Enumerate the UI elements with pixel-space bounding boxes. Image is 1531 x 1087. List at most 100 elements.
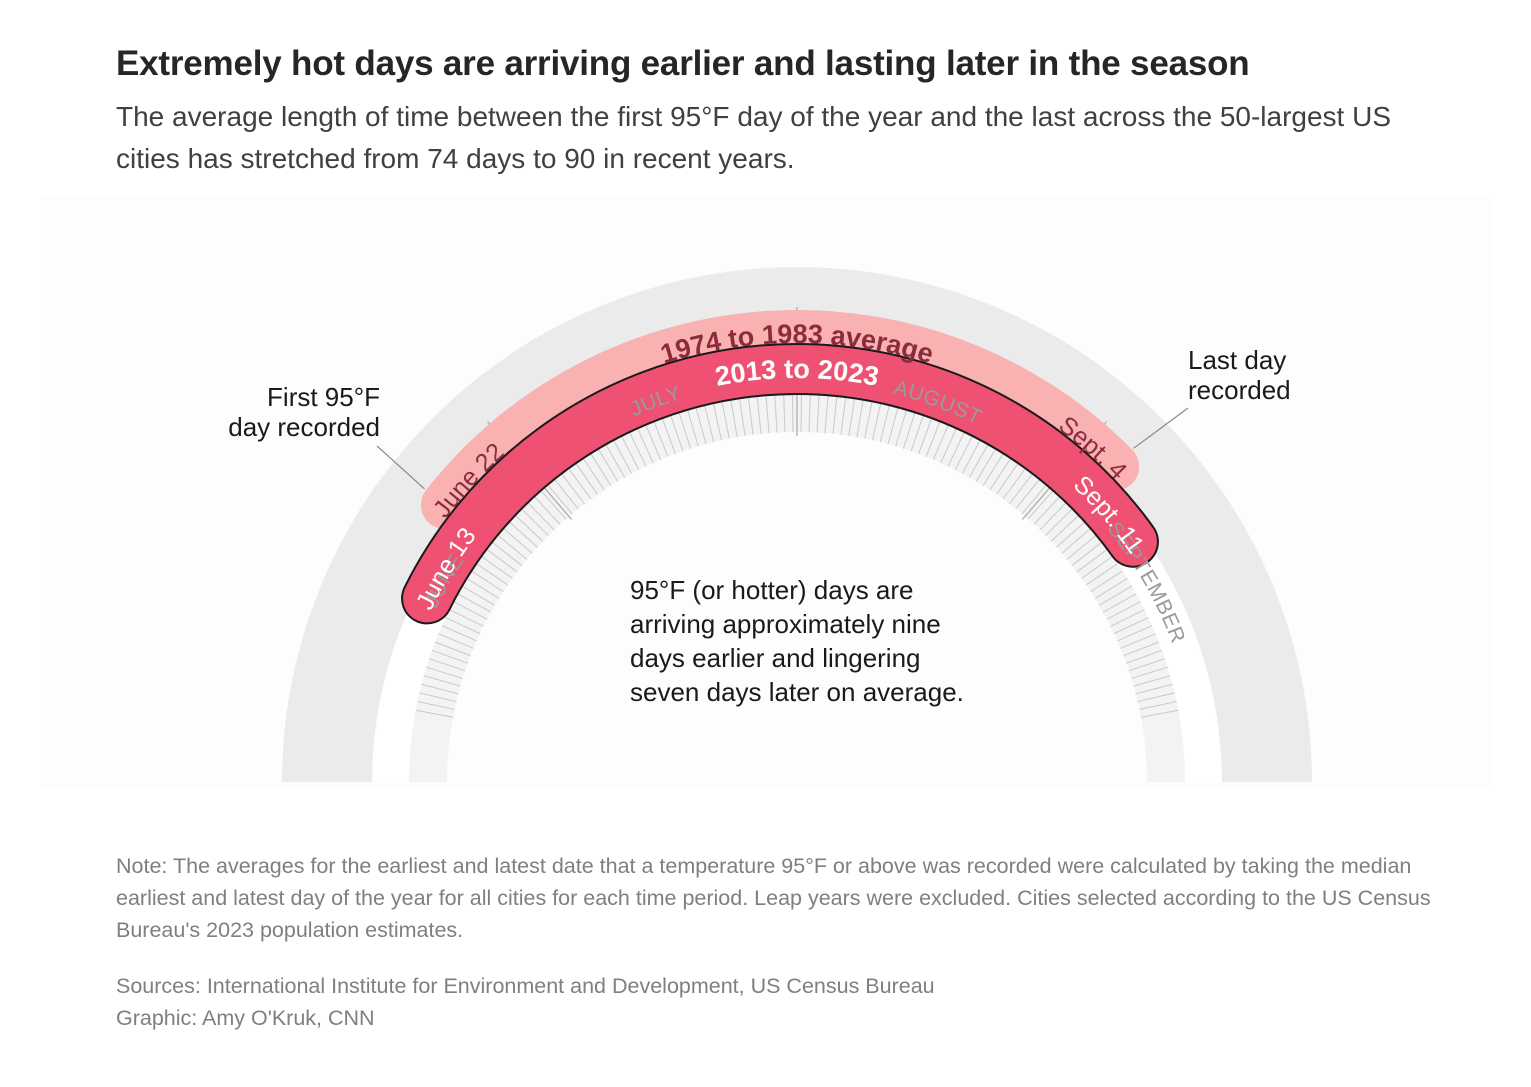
day-tick xyxy=(441,625,477,642)
day-tick xyxy=(975,448,997,482)
center-annotation-line: arriving approximately nine xyxy=(630,609,941,639)
day-tick xyxy=(621,435,640,471)
series-band xyxy=(420,310,1140,529)
day-tick xyxy=(1056,521,1086,548)
day-tick xyxy=(1102,593,1137,613)
footnote: Note: The averages for the earliest and … xyxy=(116,854,1431,942)
day-tick xyxy=(1033,496,1061,525)
day-tick xyxy=(670,415,684,452)
credit-text: Graphic: Amy O'Kruk, CNN xyxy=(116,1006,375,1030)
day-tick xyxy=(1085,563,1118,586)
first-day-annotation-line: day recorded xyxy=(228,412,380,442)
day-tick xyxy=(1135,683,1173,695)
day-tick xyxy=(1131,666,1168,679)
day-tick xyxy=(514,514,544,542)
day-tick xyxy=(491,541,523,566)
day-tick xyxy=(1009,473,1033,505)
day-tick xyxy=(1120,633,1156,649)
sources-text: Sources: International Institute for Env… xyxy=(116,974,935,998)
day-tick xyxy=(687,409,699,447)
day-tick xyxy=(848,398,856,436)
center-annotation-line: days earlier and lingering xyxy=(630,643,921,673)
day-tick xyxy=(887,407,899,445)
day-tick xyxy=(1039,502,1067,531)
day-tick xyxy=(629,431,647,467)
center-annotation-line: 95°F (or hotter) days are xyxy=(630,575,914,605)
day-tick xyxy=(918,417,933,454)
day-tick xyxy=(1090,570,1123,593)
day-tick xyxy=(434,641,471,657)
day-tick xyxy=(637,428,654,464)
day-tick xyxy=(872,403,882,441)
day-tick xyxy=(1076,548,1108,573)
day-tick xyxy=(712,403,722,441)
day-tick xyxy=(1098,585,1133,606)
day-tick xyxy=(783,394,786,433)
last-day-leader xyxy=(1133,407,1189,449)
day-tick xyxy=(453,601,488,620)
day-tick xyxy=(1110,609,1145,627)
day-tick xyxy=(1045,508,1073,536)
day-tick xyxy=(1081,555,1113,579)
day-tick xyxy=(947,431,965,467)
day-tick xyxy=(933,424,949,460)
day-tick xyxy=(765,395,770,434)
day-tick xyxy=(521,508,549,536)
day-tick xyxy=(449,609,484,627)
day-tick xyxy=(428,658,466,672)
first-day-leader xyxy=(376,445,425,490)
day-tick xyxy=(730,399,738,438)
day-tick xyxy=(1061,527,1091,554)
day-tick xyxy=(438,633,474,649)
day-tick xyxy=(575,462,598,495)
day-tick xyxy=(466,578,500,599)
day-tick xyxy=(476,563,509,586)
day-tick xyxy=(540,490,567,520)
day-tick xyxy=(481,555,513,579)
day-tick xyxy=(832,396,838,434)
annotation-layer: First 95°F day recorded Last day recorded 95… xyxy=(228,345,1290,707)
last-day-annotation: Last day recorded xyxy=(1188,345,1291,405)
day-tick xyxy=(605,444,626,478)
day-tick xyxy=(940,428,957,464)
day-tick xyxy=(910,415,924,452)
day-tick xyxy=(808,394,811,433)
day-tick xyxy=(508,521,538,548)
series-band-layer xyxy=(401,310,1159,625)
day-tick xyxy=(1117,625,1153,642)
day-tick xyxy=(431,649,468,664)
first-day-annotation: First 95°F day recorded xyxy=(228,382,380,442)
day-tick xyxy=(582,457,605,491)
day-tick xyxy=(961,439,981,474)
day-tick xyxy=(774,394,778,433)
day-tick xyxy=(1094,578,1128,599)
day-tick xyxy=(1050,514,1080,542)
day-tick xyxy=(704,405,715,443)
day-tick xyxy=(1021,484,1047,515)
first-day-annotation-line: First 95°F xyxy=(267,382,380,412)
day-tick xyxy=(1106,601,1141,620)
chart-title: Extremely hot days are arriving earlier … xyxy=(116,44,1250,83)
day-tick xyxy=(954,435,973,471)
day-tick xyxy=(1140,709,1179,718)
day-tick xyxy=(1002,468,1026,500)
center-annotation: 95°F (or hotter) days are arriving approx… xyxy=(630,575,964,707)
sources-block: Sources: International Institute for Env… xyxy=(116,970,935,1034)
day-tick xyxy=(1123,641,1160,657)
day-tick xyxy=(503,527,533,554)
day-tick xyxy=(1133,675,1171,687)
day-tick xyxy=(1139,701,1177,710)
day-tick xyxy=(895,409,907,447)
day-tick xyxy=(547,484,573,515)
day-tick xyxy=(982,453,1004,486)
last-day-annotation-line: Last day xyxy=(1188,345,1286,375)
day-tick xyxy=(864,401,873,439)
day-tick xyxy=(597,448,619,482)
day-tick xyxy=(423,675,461,687)
day-tick xyxy=(1126,649,1163,664)
day-tick xyxy=(590,453,612,486)
day-tick xyxy=(419,692,457,703)
series-band xyxy=(403,345,1157,623)
day-tick xyxy=(568,468,592,500)
